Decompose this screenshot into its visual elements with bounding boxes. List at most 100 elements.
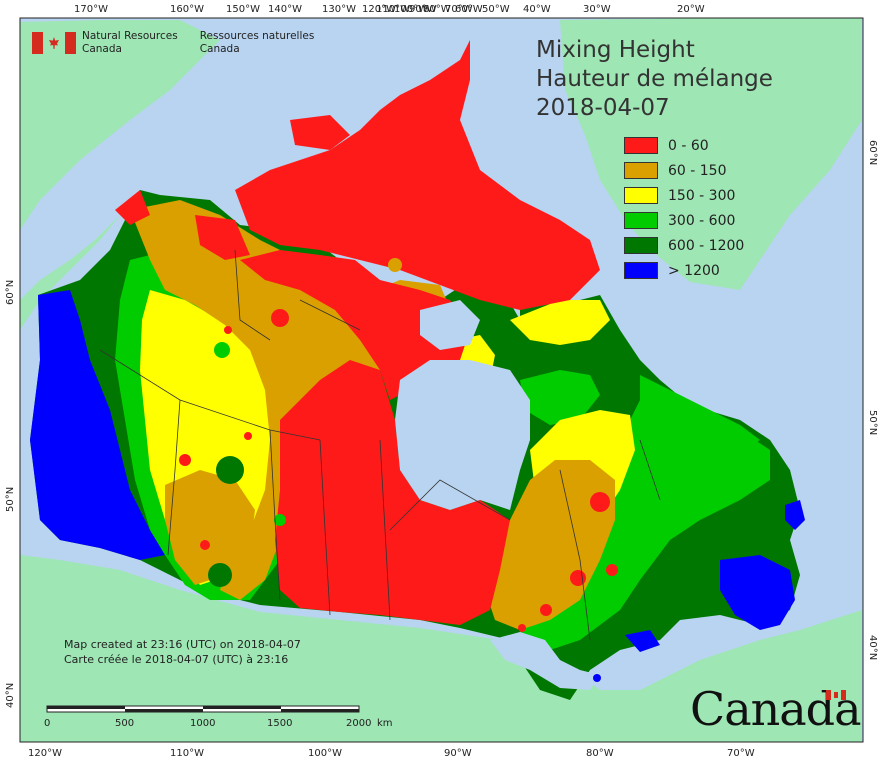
lon-label-bottom: 90°W: [444, 748, 472, 759]
wordmark-text: Canada: [690, 682, 862, 736]
lon-label-bottom: 80°W: [586, 748, 614, 759]
legend-swatch: [624, 262, 658, 279]
legend-item: 300 - 600: [624, 208, 744, 233]
zone-blue-east: [720, 555, 795, 630]
lon-label-top: 20°W: [677, 4, 705, 15]
zone-green-labrador: [640, 375, 760, 455]
zone-red-nunavut: [240, 250, 470, 400]
lon-label-bottom: 120°W: [28, 748, 62, 759]
lon-label-top: 90°W: [409, 4, 437, 15]
zone-blue-west: [30, 290, 165, 560]
lon-label-bottom: 70°W: [727, 748, 755, 759]
zone-orange-hudson-east: [480, 460, 615, 630]
legend-item: 600 - 1200: [624, 233, 744, 258]
hotspot: [388, 258, 402, 272]
hotspot: [540, 604, 552, 616]
foxe-basin: [420, 300, 480, 350]
zone-green-hudson-strait: [520, 370, 600, 425]
lon-label-top: 140°W: [268, 4, 302, 15]
hotspot: [179, 454, 191, 466]
hotspot: [200, 540, 210, 550]
lon-label-top: 170°W: [74, 4, 108, 15]
great-lakes: [490, 632, 600, 690]
agency-name-fr: Ressources naturelles Canada: [200, 30, 315, 56]
province-borders: [99, 249, 661, 641]
agency-en-line2: Canada: [82, 43, 122, 55]
agency-fr-line1: Ressources naturelles: [199, 30, 315, 42]
hotspot: [244, 432, 252, 440]
legend-item: 60 - 150: [624, 158, 744, 183]
lon-label-top: 120°W: [362, 4, 396, 15]
scale-unit-label: km: [377, 718, 393, 729]
title-fr: Hauteur de mélange: [536, 66, 773, 92]
scale-tick-label: 1500: [267, 718, 292, 729]
hotspot: [570, 570, 586, 586]
scale-tick-label: 500: [115, 718, 134, 729]
bottom-longitude-labels: 120°W 110°W 100°W 90°W 80°W 70°W: [28, 748, 755, 759]
legend-label: 300 - 600: [668, 212, 736, 229]
scale-tick-label: 2000: [346, 718, 371, 729]
legend-swatch: [624, 212, 658, 229]
title-en: Mixing Height: [536, 37, 695, 63]
lat-label-right: 50°N: [867, 410, 878, 435]
legend-item: 0 - 60: [624, 133, 744, 158]
agency-en-line1: Natural Resources: [82, 30, 178, 42]
hotspot: [518, 624, 526, 632]
lon-label-top: 70°W: [445, 4, 473, 15]
legend-swatch: [624, 162, 658, 179]
graticule-frame: [19, 17, 864, 743]
agency-fr-line2: Canada: [199, 43, 240, 55]
alaska-land-west: [20, 20, 220, 230]
lon-label-top: 40°W: [523, 4, 551, 15]
lat-label-right: 40°N: [867, 635, 878, 660]
left-latitude-labels: 60°N 50°N 40°N: [5, 280, 16, 708]
lon-label-top: 150°W: [226, 4, 260, 15]
usa-land: [20, 555, 862, 742]
legend-swatch: [624, 237, 658, 254]
legend-item: > 1200: [624, 258, 744, 283]
map-credit: Map created at 23:16 (UTC) on 2018-04-07…: [64, 637, 301, 667]
canada-wordmark: Canada: [690, 682, 862, 736]
lon-label-top: 50°W: [482, 4, 510, 15]
hudson-bay: [395, 360, 530, 510]
hotspot: [224, 326, 232, 334]
map-title: Mixing Height Hauteur de mélange 2018-04…: [536, 36, 773, 123]
credit-en: Map created at 23:16 (UTC) on 2018-04-07: [64, 638, 301, 651]
zone-red-banks: [195, 215, 250, 260]
zone-blue-ontario: [625, 630, 660, 652]
zone-red-yukon: [115, 190, 150, 225]
lat-label-right: 60°N: [867, 140, 878, 165]
legend-swatch: [624, 187, 658, 204]
scale-tick-label: 0: [44, 718, 50, 729]
legend-label: 60 - 150: [668, 162, 727, 179]
zone-red-arctic-north: [290, 115, 350, 150]
hotspot: [154, 349, 166, 361]
agency-name-en: Natural Resources Canada: [82, 30, 178, 56]
zone-red-arctic-islands: [235, 40, 600, 310]
lat-label-left: 40°N: [5, 683, 16, 708]
legend-item: 150 - 300: [624, 183, 744, 208]
hotspot: [216, 456, 244, 484]
legend-label: 600 - 1200: [668, 237, 745, 254]
hotspot: [606, 564, 618, 576]
lon-label-bottom: 110°W: [170, 748, 204, 759]
alaska-land: [20, 190, 135, 330]
lon-label-top: 100°W: [394, 4, 428, 15]
zone-red-interior: [275, 360, 510, 625]
zone-blue-nfld: [785, 500, 805, 530]
lon-label-top: 110°W: [376, 4, 410, 15]
agency-signature: Natural Resources Canada Ressources natu…: [32, 30, 336, 56]
hotspot: [274, 514, 286, 526]
legend-label: > 1200: [668, 262, 720, 279]
lon-label-top: 160°W: [170, 4, 204, 15]
lon-label-bottom: 100°W: [308, 748, 342, 759]
hotspot: [271, 309, 289, 327]
zone-orange-west-patch: [165, 470, 255, 585]
lat-label-left: 60°N: [5, 280, 16, 305]
scale-bar: 0 500 1000 1500 2000 km: [44, 705, 393, 729]
hotspot: [593, 674, 601, 682]
legend: 0 - 60 60 - 150 150 - 300 300 - 600 600 …: [624, 133, 744, 283]
legend-label: 150 - 300: [668, 187, 736, 204]
lat-label-left: 50°N: [5, 487, 16, 512]
